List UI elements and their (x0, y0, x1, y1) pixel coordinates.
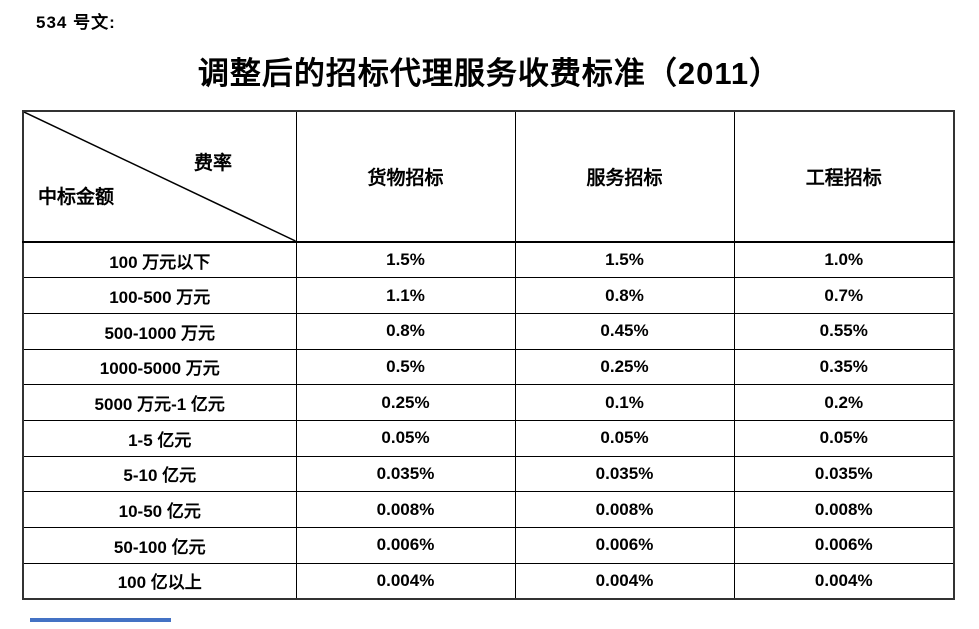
row-label: 1-5 亿元 (22, 419, 297, 457)
rate-cell: 0.006% (514, 527, 735, 564)
blue-accent-bar (30, 618, 171, 622)
rate-cell: 0.05% (514, 419, 735, 457)
table-row: 10-50 亿元 0.008% 0.008% 0.008% (22, 491, 955, 528)
table-row: 100 亿以上 0.004% 0.004% 0.004% (22, 562, 955, 600)
rate-cell: 0.7% (733, 277, 955, 314)
row-label: 500-1000 万元 (22, 312, 297, 350)
rate-cell: 1.0% (733, 241, 955, 279)
row-label: 50-100 亿元 (22, 527, 297, 564)
column-header-services: 服务招标 (514, 110, 735, 243)
corner-label-amount: 中标金额 (38, 187, 115, 208)
page-title: 调整后的招标代理服务收费标准（2011） (197, 56, 782, 91)
column-header-goods: 货物招标 (295, 110, 516, 243)
rate-cell: 0.008% (733, 491, 955, 528)
rate-cell: 1.1% (295, 277, 516, 314)
diagonal-line (24, 112, 296, 241)
rate-cell: 0.5% (295, 348, 516, 386)
corner-label-rate: 费率 (194, 153, 233, 174)
rate-cell: 0.004% (295, 562, 516, 600)
rate-cell: 0.05% (295, 419, 516, 457)
rate-cell: 0.55% (733, 312, 955, 350)
rate-cell: 0.25% (295, 384, 516, 421)
rate-cell: 0.05% (733, 419, 955, 457)
table-row: 5-10 亿元 0.035% 0.035% 0.035% (22, 455, 955, 493)
table-row: 5000 万元-1 亿元 0.25% 0.1% 0.2% (22, 384, 955, 421)
rate-cell: 0.004% (733, 562, 955, 600)
row-label: 10-50 亿元 (22, 491, 297, 528)
row-label: 1000-5000 万元 (22, 348, 297, 386)
rate-cell: 0.006% (295, 527, 516, 564)
rate-cell: 0.035% (514, 455, 735, 493)
column-header-engineering: 工程招标 (733, 110, 955, 243)
table-row: 50-100 亿元 0.006% 0.006% 0.006% (22, 527, 955, 564)
rate-cell: 0.1% (514, 384, 735, 421)
row-label: 5-10 亿元 (22, 455, 297, 493)
rate-cell: 1.5% (514, 241, 735, 279)
doc-ref: 534 号文: (36, 13, 116, 32)
rate-cell: 0.8% (514, 277, 735, 314)
fee-table: 费率 中标金额 货物招标 服务招标 工程招标 100 万元以下 1.5% 1.5… (22, 110, 955, 600)
rate-cell: 0.035% (733, 455, 955, 493)
row-label: 5000 万元-1 亿元 (22, 384, 297, 421)
row-label: 100 万元以下 (22, 241, 297, 279)
table-row: 1000-5000 万元 0.5% 0.25% 0.35% (22, 348, 955, 386)
row-label: 100-500 万元 (22, 277, 297, 314)
rate-cell: 0.35% (733, 348, 955, 386)
table-row: 100 万元以下 1.5% 1.5% 1.0% (22, 241, 955, 279)
row-label: 100 亿以上 (22, 562, 297, 600)
table-row: 500-1000 万元 0.8% 0.45% 0.55% (22, 312, 955, 350)
rate-cell: 0.8% (295, 312, 516, 350)
rate-cell: 0.004% (514, 562, 735, 600)
rate-cell: 0.035% (295, 455, 516, 493)
rate-cell: 0.2% (733, 384, 955, 421)
rate-cell: 0.25% (514, 348, 735, 386)
header-row: 费率 中标金额 货物招标 服务招标 工程招标 (22, 110, 955, 243)
rate-cell: 0.008% (514, 491, 735, 528)
rate-cell: 0.008% (295, 491, 516, 528)
rate-cell: 0.45% (514, 312, 735, 350)
corner-header-cell: 费率 中标金额 (22, 110, 297, 243)
rate-cell: 1.5% (295, 241, 516, 279)
table-row: 100-500 万元 1.1% 0.8% 0.7% (22, 277, 955, 314)
table-row: 1-5 亿元 0.05% 0.05% 0.05% (22, 419, 955, 457)
rate-cell: 0.006% (733, 527, 955, 564)
